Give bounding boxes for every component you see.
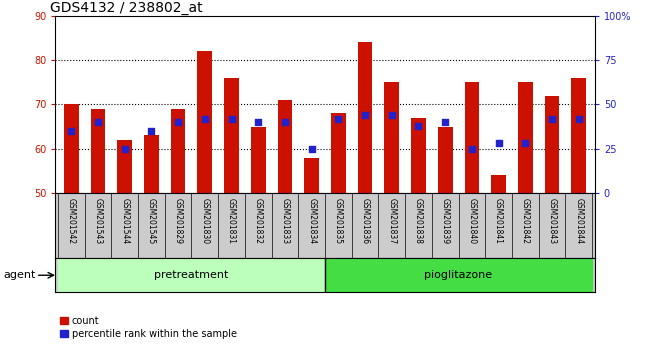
Text: GSM201542: GSM201542 (67, 198, 76, 244)
Point (93, 119, 103, 125)
Point (280, 119, 290, 125)
Text: GSM201829: GSM201829 (174, 198, 183, 244)
Text: GSM201834: GSM201834 (307, 198, 316, 244)
Point (333, 116, 344, 121)
Text: GSM201543: GSM201543 (94, 198, 103, 244)
Bar (491, 175, 506, 193)
Point (493, 141, 504, 146)
Bar (198, 51, 212, 193)
Text: GSM201843: GSM201843 (547, 198, 556, 244)
Bar (251, 127, 266, 193)
Bar (331, 113, 346, 193)
Point (120, 146, 130, 152)
Point (306, 146, 317, 152)
Point (226, 116, 237, 121)
Text: GSM201837: GSM201837 (387, 198, 396, 244)
Text: GSM201842: GSM201842 (521, 198, 530, 244)
Bar (384, 82, 399, 193)
Text: GSM201841: GSM201841 (494, 198, 503, 244)
Text: GSM201839: GSM201839 (441, 198, 450, 244)
Point (66, 128, 77, 134)
Text: agent: agent (3, 270, 36, 280)
Bar (304, 158, 319, 193)
Text: GSM201833: GSM201833 (280, 198, 289, 244)
Bar (465, 82, 479, 193)
Text: GSM201835: GSM201835 (334, 198, 343, 244)
Point (547, 116, 557, 121)
Text: pretreatment: pretreatment (154, 270, 229, 280)
Bar (224, 78, 239, 193)
Bar (118, 140, 132, 193)
Text: GSM201544: GSM201544 (120, 198, 129, 244)
Bar (325, 258, 592, 292)
Point (520, 141, 530, 146)
Legend: count, percentile rank within the sample: count, percentile rank within the sample (60, 316, 237, 338)
Point (467, 146, 477, 152)
Point (440, 119, 450, 125)
Text: GSM201831: GSM201831 (227, 198, 236, 244)
Point (173, 119, 183, 125)
Bar (90, 109, 105, 193)
Point (146, 128, 157, 134)
Text: GSM201545: GSM201545 (147, 198, 156, 244)
Bar (58, 258, 325, 292)
Bar (278, 100, 292, 193)
Text: GSM201838: GSM201838 (414, 198, 423, 244)
Point (200, 116, 210, 121)
Text: GDS4132 / 238802_at: GDS4132 / 238802_at (50, 1, 203, 15)
Point (360, 112, 370, 118)
Point (413, 123, 424, 129)
Text: GSM201830: GSM201830 (200, 198, 209, 244)
Bar (144, 135, 159, 193)
Bar (545, 96, 560, 193)
Bar (64, 104, 79, 193)
Point (387, 112, 397, 118)
Point (253, 119, 263, 125)
Point (573, 116, 584, 121)
Bar (571, 78, 586, 193)
Bar (411, 118, 426, 193)
Text: GSM201832: GSM201832 (254, 198, 263, 244)
Text: pioglitazone: pioglitazone (424, 270, 493, 280)
Bar (358, 42, 372, 193)
Bar (518, 82, 532, 193)
Text: GSM201844: GSM201844 (574, 198, 583, 244)
Text: GSM201836: GSM201836 (361, 198, 370, 244)
Bar (438, 127, 452, 193)
Text: GSM201840: GSM201840 (467, 198, 476, 244)
Bar (171, 109, 185, 193)
